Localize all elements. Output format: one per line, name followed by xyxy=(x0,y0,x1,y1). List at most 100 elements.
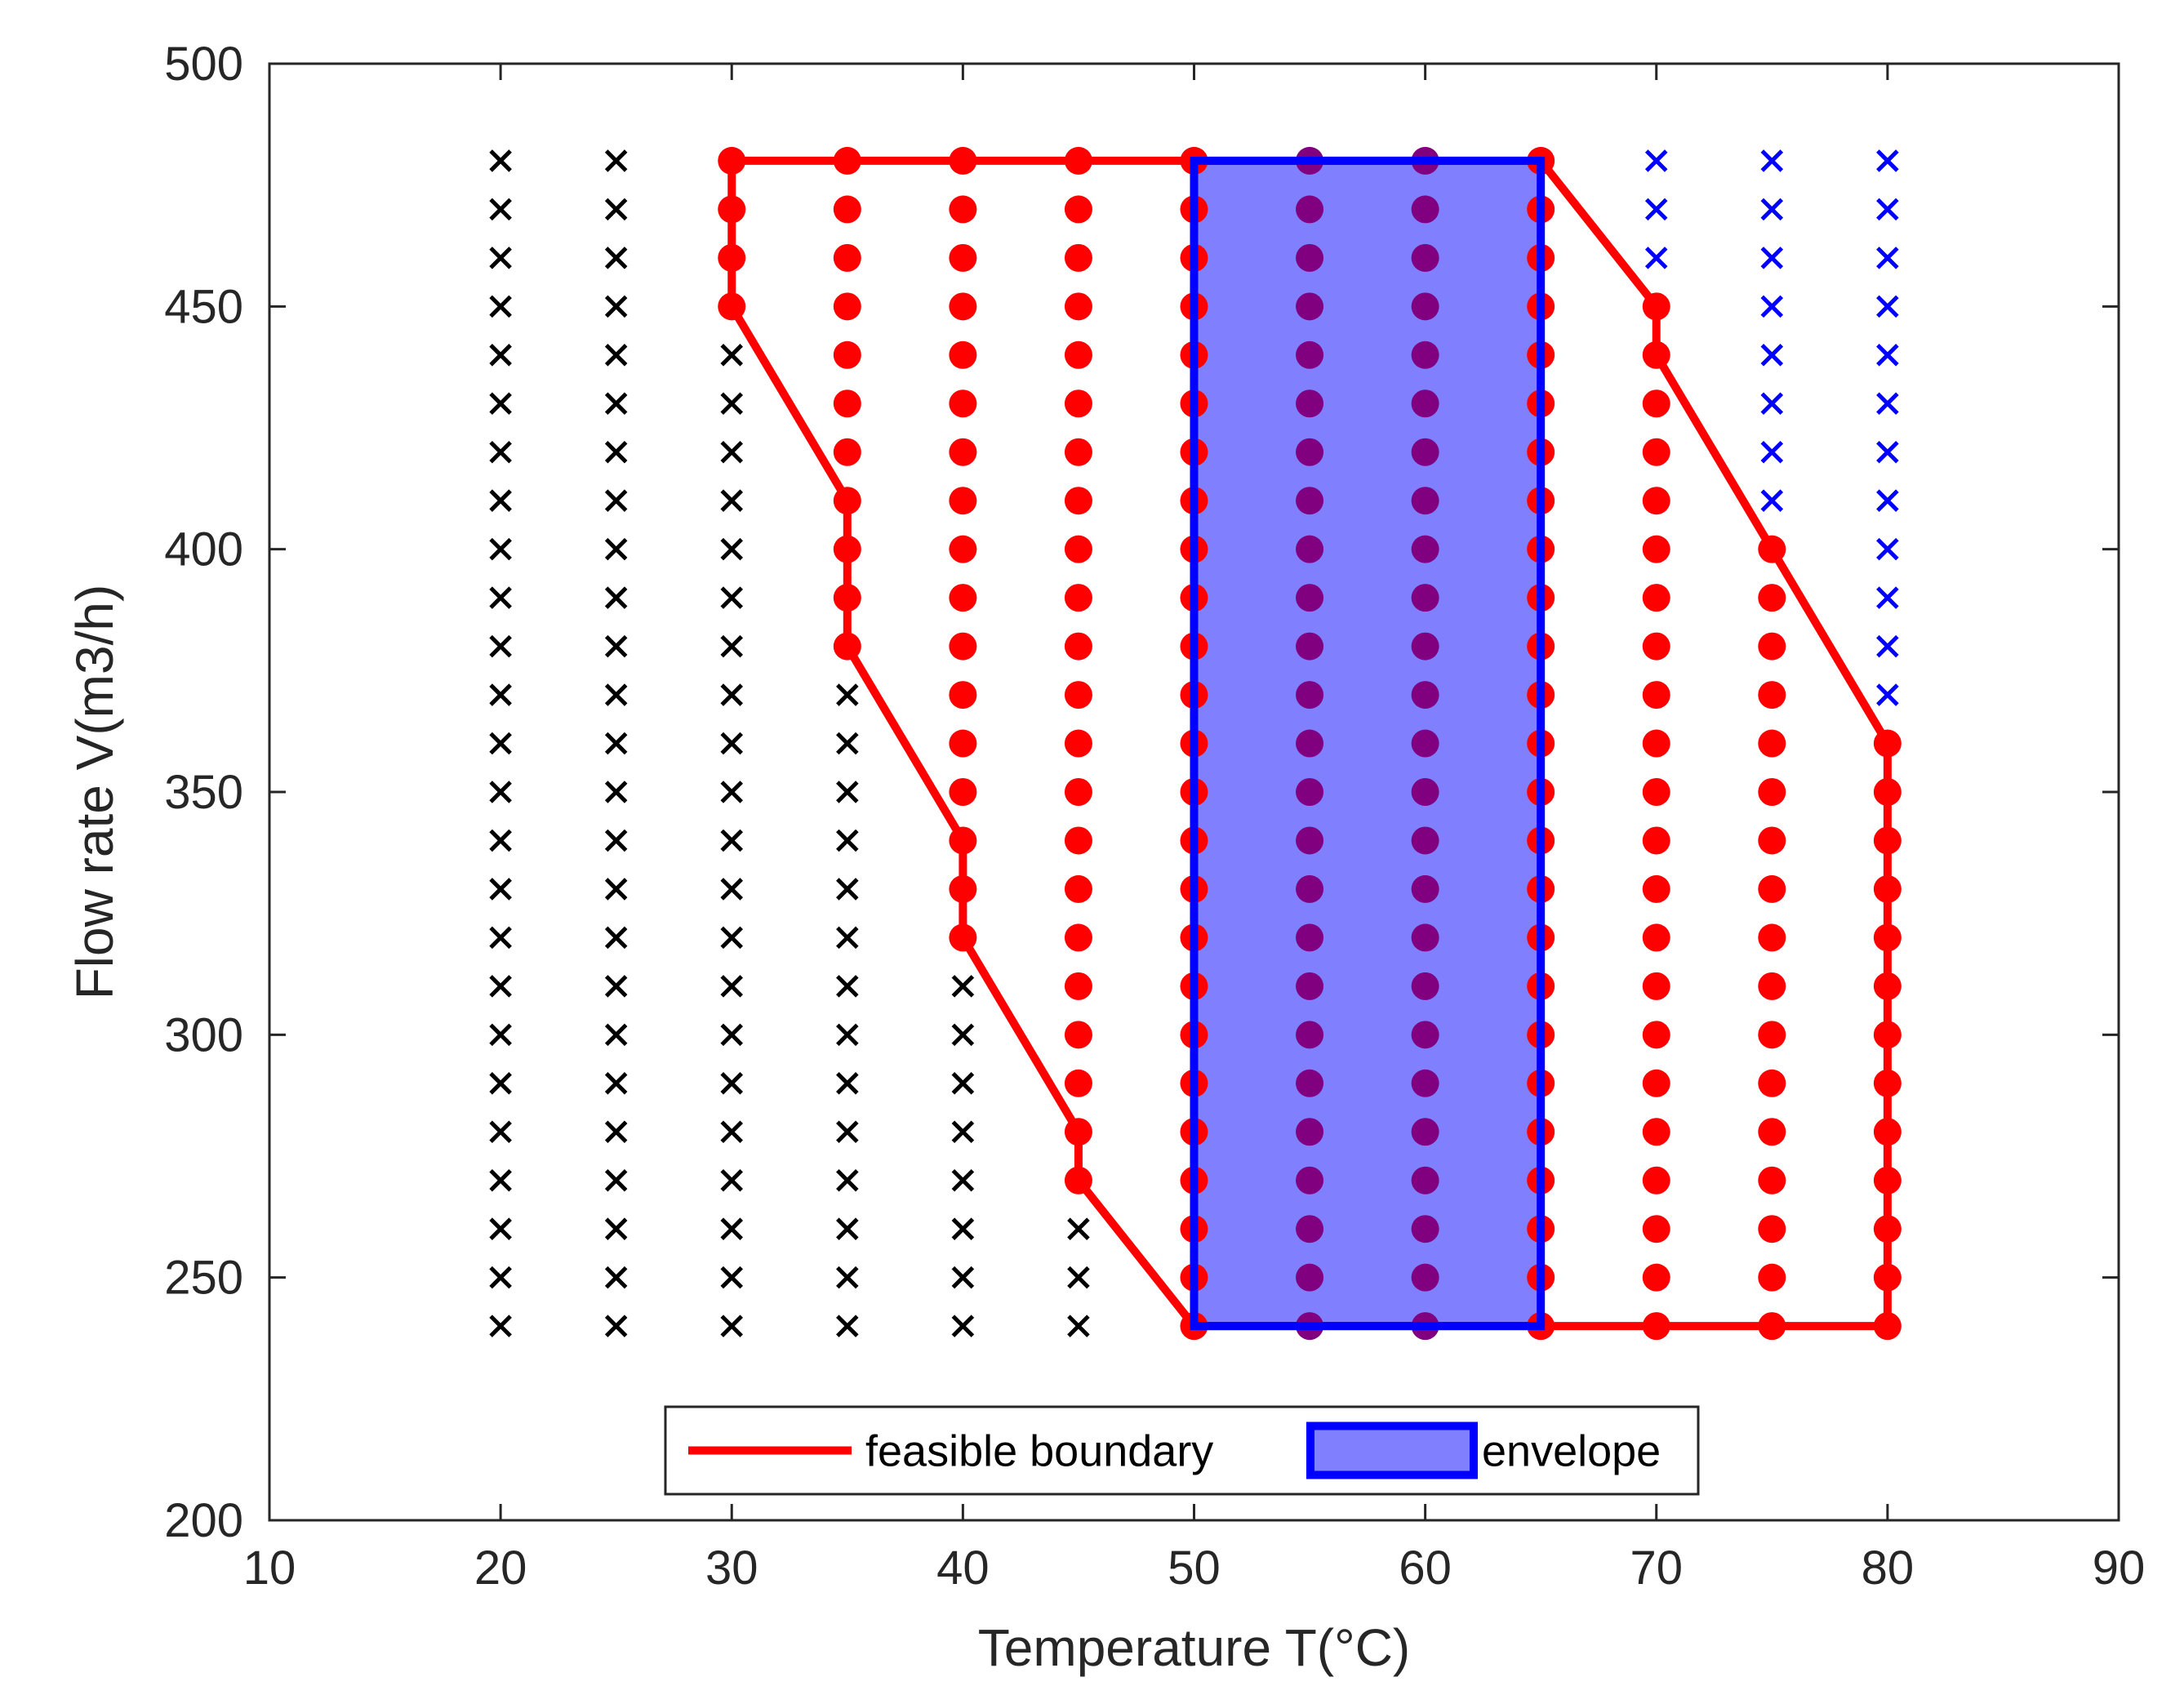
feasible-point xyxy=(1758,1312,1786,1341)
feasible-point-in-envelope xyxy=(1296,292,1324,321)
feasible-point-in-envelope xyxy=(1296,1069,1324,1097)
infeasible-point-low xyxy=(720,975,744,998)
feasible-point xyxy=(833,292,861,321)
feasible-point-in-envelope xyxy=(1411,243,1439,272)
y-tick-label: 450 xyxy=(164,280,243,333)
x-tick-label: 10 xyxy=(243,1542,296,1595)
infeasible-point-low xyxy=(720,1315,744,1337)
infeasible-point-low xyxy=(836,683,859,706)
feasible-point xyxy=(1758,972,1786,1000)
feasible-point xyxy=(1642,923,1670,952)
infeasible-point-low xyxy=(720,1168,744,1192)
feasible-point xyxy=(949,340,977,369)
infeasible-point-low xyxy=(836,781,859,803)
feasible-point-in-envelope xyxy=(1296,1166,1324,1195)
infeasible-point-low xyxy=(836,829,859,852)
feasible-point xyxy=(949,584,977,612)
infeasible-point-low xyxy=(720,1120,744,1144)
feasible-point xyxy=(1064,243,1092,272)
feasible-point xyxy=(1873,778,1902,806)
feasible-point-in-envelope xyxy=(1411,874,1439,903)
feasible-point xyxy=(1064,1021,1092,1049)
feasible-point-in-envelope xyxy=(1411,778,1439,806)
infeasible-point-low xyxy=(489,829,512,852)
infeasible-point-low xyxy=(604,1168,628,1192)
feasible-point-in-envelope xyxy=(1296,438,1324,466)
infeasible-point-high xyxy=(1760,149,1784,172)
feasible-point xyxy=(1758,1069,1786,1097)
feasible-point xyxy=(833,146,861,175)
infeasible-point-low xyxy=(489,537,512,561)
infeasible-point-low xyxy=(951,1217,975,1240)
feasible-point xyxy=(1064,487,1092,515)
feasible-point xyxy=(1064,146,1092,175)
feasible-point xyxy=(1642,292,1670,321)
feasible-point xyxy=(1642,487,1670,515)
infeasible-point-low xyxy=(489,489,512,512)
infeasible-point-high xyxy=(1876,489,1899,512)
infeasible-point-low xyxy=(720,1217,744,1240)
infeasible-point-low xyxy=(489,1168,512,1192)
feasible-point xyxy=(1064,874,1092,903)
y-tick-label: 250 xyxy=(164,1252,243,1305)
feasible-point xyxy=(1873,1118,1902,1146)
feasible-point xyxy=(1758,1021,1786,1049)
feasible-point xyxy=(949,681,977,710)
feasible-point xyxy=(949,778,977,806)
infeasible-point-low xyxy=(604,149,628,172)
feasible-point xyxy=(833,389,861,418)
infeasible-point-low xyxy=(1067,1266,1090,1289)
feasible-point xyxy=(1642,1166,1670,1195)
infeasible-point-high xyxy=(1876,440,1899,464)
feasible-point xyxy=(1064,826,1092,855)
infeasible-point-low xyxy=(489,878,512,901)
infeasible-point-low xyxy=(489,149,512,172)
feasible-point-in-envelope xyxy=(1296,535,1324,563)
feasible-point xyxy=(1758,1215,1786,1243)
feasible-point-in-envelope xyxy=(1296,1118,1324,1146)
feasible-point xyxy=(1064,389,1092,418)
feasible-point-in-envelope xyxy=(1411,1069,1439,1097)
infeasible-point-low xyxy=(720,878,744,901)
infeasible-point-low xyxy=(604,1072,628,1095)
infeasible-point-low xyxy=(836,1168,859,1192)
feasible-point xyxy=(1642,1069,1670,1097)
x-tick-label: 60 xyxy=(1399,1542,1452,1595)
y-tick-label: 500 xyxy=(164,38,243,91)
infeasible-point-low xyxy=(720,586,744,609)
infeasible-point-low xyxy=(604,1217,628,1240)
infeasible-point-low xyxy=(604,829,628,852)
infeasible-point-low xyxy=(604,926,628,950)
infeasible-point-low xyxy=(604,1120,628,1144)
feasible-point xyxy=(1873,1069,1902,1097)
infeasible-point-low xyxy=(489,732,512,755)
infeasible-point-low xyxy=(489,634,512,658)
feasible-point xyxy=(949,632,977,661)
y-tick-label: 400 xyxy=(164,523,243,576)
feasible-point xyxy=(1758,778,1786,806)
feasible-point xyxy=(1758,1118,1786,1146)
infeasible-point-low xyxy=(604,1315,628,1337)
x-tick-label: 70 xyxy=(1630,1542,1683,1595)
infeasible-point-low xyxy=(951,975,975,998)
legend: feasible boundary envelope xyxy=(664,1405,1700,1496)
infeasible-point-low xyxy=(604,1023,628,1047)
feasible-point xyxy=(718,292,746,321)
infeasible-point-high xyxy=(1760,489,1784,512)
axes: 10 20 30 40 50 60 70 80 90 200 250 300 350 400 450 500 xyxy=(164,38,2145,1595)
feasible-point xyxy=(1758,826,1786,855)
infeasible-point-low xyxy=(604,975,628,998)
feasible-point xyxy=(949,923,977,952)
infeasible-point-low xyxy=(489,1315,512,1337)
feasible-point xyxy=(1064,681,1092,710)
infeasible-point-low xyxy=(720,344,744,367)
infeasible-point-low xyxy=(720,1266,744,1289)
feasible-point xyxy=(1064,1069,1092,1097)
infeasible-point-low xyxy=(489,392,512,416)
feasible-point-in-envelope xyxy=(1411,1263,1439,1292)
infeasible-point-low xyxy=(720,781,744,803)
y-tick-label: 350 xyxy=(164,766,243,819)
infeasible-point-high xyxy=(1876,392,1899,416)
feasible-point-in-envelope xyxy=(1411,292,1439,321)
